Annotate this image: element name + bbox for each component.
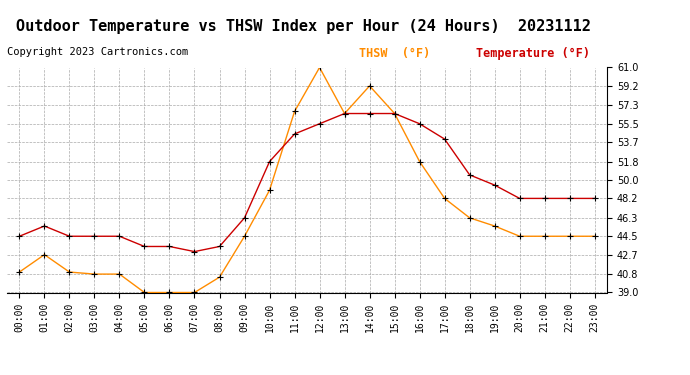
Text: Copyright 2023 Cartronics.com: Copyright 2023 Cartronics.com <box>7 47 188 57</box>
Text: THSW  (°F): THSW (°F) <box>359 47 430 60</box>
Text: Temperature (°F): Temperature (°F) <box>476 47 590 60</box>
Text: Outdoor Temperature vs THSW Index per Hour (24 Hours)  20231112: Outdoor Temperature vs THSW Index per Ho… <box>16 19 591 34</box>
